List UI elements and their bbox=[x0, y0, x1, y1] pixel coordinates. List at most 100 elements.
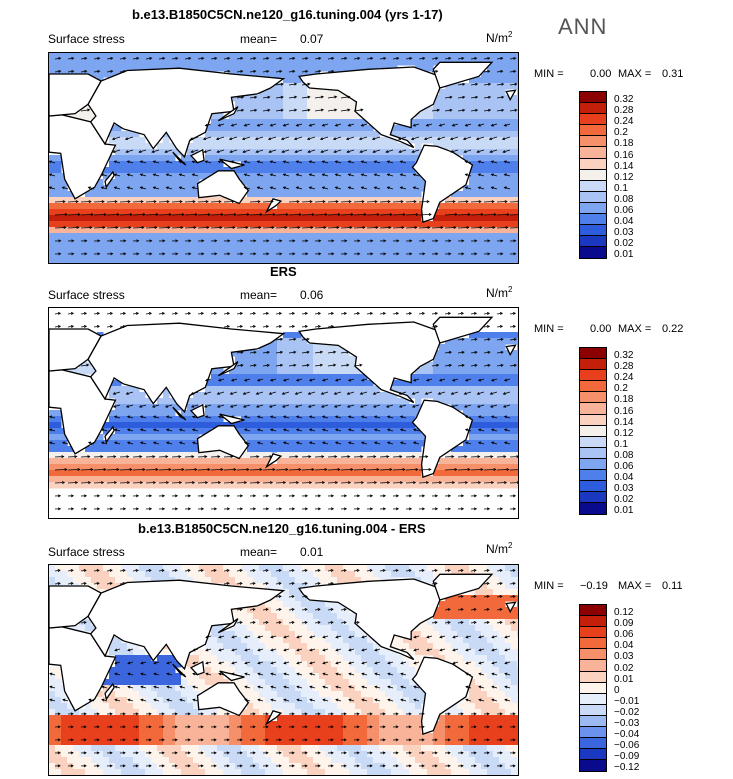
field-cell bbox=[517, 191, 518, 198]
field-cell bbox=[499, 398, 506, 405]
field-cell bbox=[253, 161, 260, 168]
stress-vector bbox=[67, 70, 74, 73]
field-cell bbox=[301, 404, 308, 411]
field-cell bbox=[265, 233, 272, 240]
field-cell bbox=[415, 386, 422, 393]
field-cell bbox=[397, 227, 404, 234]
field-cell bbox=[61, 452, 68, 459]
field-cell bbox=[49, 215, 56, 222]
field-cell bbox=[301, 233, 308, 240]
field-cell bbox=[97, 179, 104, 186]
field-cell bbox=[487, 386, 494, 393]
stress-vector-head bbox=[168, 212, 172, 216]
field-cell bbox=[55, 446, 62, 453]
field-cell bbox=[301, 476, 308, 483]
field-cell bbox=[181, 476, 188, 483]
field-cell bbox=[475, 368, 482, 375]
field-cell bbox=[217, 404, 224, 411]
field-cell bbox=[79, 470, 86, 477]
field-cell bbox=[55, 179, 62, 186]
stress-vector-head bbox=[396, 239, 400, 243]
field-cell bbox=[469, 203, 476, 210]
stress-vector bbox=[301, 325, 308, 328]
field-cell bbox=[343, 374, 350, 381]
field-cell bbox=[307, 374, 314, 381]
field-cell bbox=[361, 173, 368, 180]
stress-vector bbox=[80, 227, 92, 229]
stress-vector-head bbox=[113, 441, 118, 445]
field-cell bbox=[235, 233, 242, 240]
field-cell bbox=[403, 233, 410, 240]
stress-vector-head bbox=[294, 95, 298, 99]
stress-vector-head bbox=[350, 212, 354, 216]
field-cell bbox=[517, 131, 518, 138]
stress-vector-head bbox=[270, 200, 274, 204]
stress-vector-head bbox=[464, 173, 468, 177]
field-cell bbox=[217, 398, 224, 405]
field-cell bbox=[223, 221, 230, 228]
field-cell bbox=[361, 482, 368, 489]
stress-vector bbox=[483, 70, 490, 73]
field-cell bbox=[343, 203, 350, 210]
stress-vector bbox=[106, 227, 118, 229]
field-cell bbox=[517, 185, 518, 192]
field-cell bbox=[151, 458, 158, 465]
field-cell bbox=[367, 59, 374, 66]
field-cell bbox=[277, 470, 284, 477]
stress-vector bbox=[496, 227, 508, 229]
stress-vector bbox=[268, 136, 277, 140]
field-cell bbox=[301, 440, 308, 447]
field-cell bbox=[475, 398, 482, 405]
field-cell bbox=[163, 239, 170, 246]
stress-vector-head bbox=[266, 239, 270, 243]
field-cell bbox=[433, 245, 440, 252]
field-cell bbox=[121, 173, 128, 180]
field-cell bbox=[133, 398, 140, 405]
field-cell bbox=[325, 209, 332, 216]
field-cell bbox=[517, 356, 518, 363]
field-cell bbox=[439, 245, 446, 252]
field-cell bbox=[277, 356, 284, 363]
field-cell bbox=[487, 410, 494, 417]
field-cell bbox=[391, 410, 398, 417]
field-cell bbox=[511, 470, 518, 477]
stress-vector-head bbox=[359, 391, 363, 395]
stress-vector-head bbox=[201, 252, 205, 256]
stress-vector bbox=[496, 109, 504, 112]
field-cell bbox=[73, 65, 80, 72]
field-cell bbox=[517, 251, 518, 258]
field-cell bbox=[97, 458, 104, 465]
stress-vector bbox=[483, 351, 490, 354]
field-cell bbox=[397, 185, 404, 192]
stress-vector-head bbox=[412, 441, 417, 445]
stress-vector bbox=[236, 325, 243, 328]
field-cell bbox=[289, 452, 296, 459]
field-cell bbox=[241, 482, 248, 489]
field-cell bbox=[463, 386, 470, 393]
field-cell bbox=[127, 155, 134, 162]
field-cell bbox=[367, 458, 374, 465]
field-cell bbox=[409, 245, 416, 252]
colorbar-cell bbox=[580, 158, 606, 170]
field-cell bbox=[265, 197, 272, 204]
stress-vector bbox=[496, 325, 503, 328]
field-cell bbox=[463, 215, 470, 222]
stress-vector bbox=[125, 136, 134, 140]
panel-1-field: Surface stress bbox=[48, 32, 125, 46]
field-cell bbox=[409, 476, 416, 483]
stress-vector-head bbox=[465, 200, 469, 204]
field-cell bbox=[505, 83, 512, 90]
stress-vector-head bbox=[187, 312, 192, 315]
land-outline bbox=[411, 144, 474, 224]
stress-vector-head bbox=[253, 363, 257, 367]
field-cell bbox=[229, 53, 236, 60]
field-cell bbox=[499, 482, 506, 489]
field-cell bbox=[367, 398, 374, 405]
field-cell bbox=[499, 392, 506, 399]
field-cell bbox=[301, 83, 308, 90]
field-cell bbox=[253, 470, 260, 477]
field-cell bbox=[235, 422, 242, 429]
field-cell bbox=[373, 464, 380, 471]
stress-vector-head bbox=[226, 312, 231, 315]
field-cell bbox=[127, 191, 134, 198]
